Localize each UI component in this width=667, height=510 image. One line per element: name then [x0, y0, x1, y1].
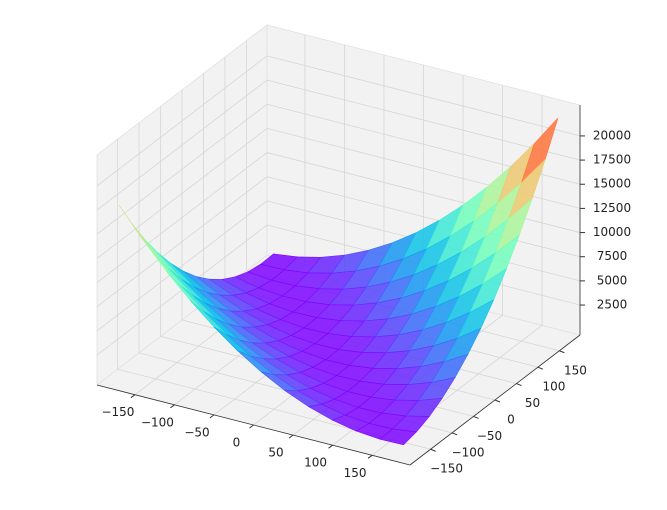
x-tick-label: −150	[101, 405, 134, 419]
y-tick-label: −150	[430, 462, 463, 476]
axis-line	[96, 384, 411, 466]
grid-line	[266, 152, 581, 233]
grid-line	[96, 200, 268, 332]
grid-line	[266, 176, 581, 258]
surface-cell	[379, 428, 418, 446]
x-tick	[130, 394, 136, 399]
grid-line	[96, 152, 268, 283]
x-tick-label: −50	[184, 425, 209, 439]
z-tick-label: 15000	[593, 177, 631, 191]
y-tick-label: 100	[542, 380, 565, 394]
y-tick-label: −100	[452, 445, 485, 459]
y-tick	[537, 366, 544, 370]
x-tick	[209, 414, 215, 419]
x-tick-label: 100	[304, 456, 327, 470]
y-tick	[430, 448, 436, 452]
grid-line	[96, 55, 268, 187]
axis-line	[409, 334, 581, 466]
y-tick-label: −50	[477, 429, 502, 443]
z-tick-label: 5000	[597, 273, 628, 287]
z-tick-label: 2500	[597, 298, 628, 312]
x-tick	[328, 444, 333, 449]
y-tick	[451, 432, 458, 436]
z-tick-label: 10000	[593, 225, 631, 239]
grid-line	[96, 128, 268, 259]
x-tick-label: 0	[233, 436, 241, 450]
y-tick-label: 0	[507, 413, 515, 427]
y-tick	[494, 399, 501, 403]
y-tick-label: 50	[525, 396, 540, 410]
grid-line	[96, 103, 268, 235]
x-tick	[288, 434, 294, 439]
y-tick-label: 150	[564, 363, 587, 377]
y-tick	[473, 415, 479, 419]
grid-line	[266, 55, 581, 137]
z-tick-label: 17500	[593, 153, 631, 167]
y-tick	[516, 383, 522, 387]
x-tick-label: 50	[268, 446, 283, 460]
x-tick	[249, 424, 254, 429]
y-tick	[559, 350, 565, 354]
z-tick-label: 7500	[597, 249, 628, 263]
grid-line	[96, 79, 268, 211]
z-tick-label: 12500	[593, 201, 631, 215]
x-tick-label: 150	[344, 466, 367, 480]
grid-line	[96, 176, 268, 308]
x-tick	[367, 454, 373, 459]
grid-line	[266, 79, 581, 161]
x-tick	[170, 404, 175, 409]
x-tick-label: −100	[141, 415, 174, 429]
z-tick-label: 20000	[593, 128, 631, 142]
